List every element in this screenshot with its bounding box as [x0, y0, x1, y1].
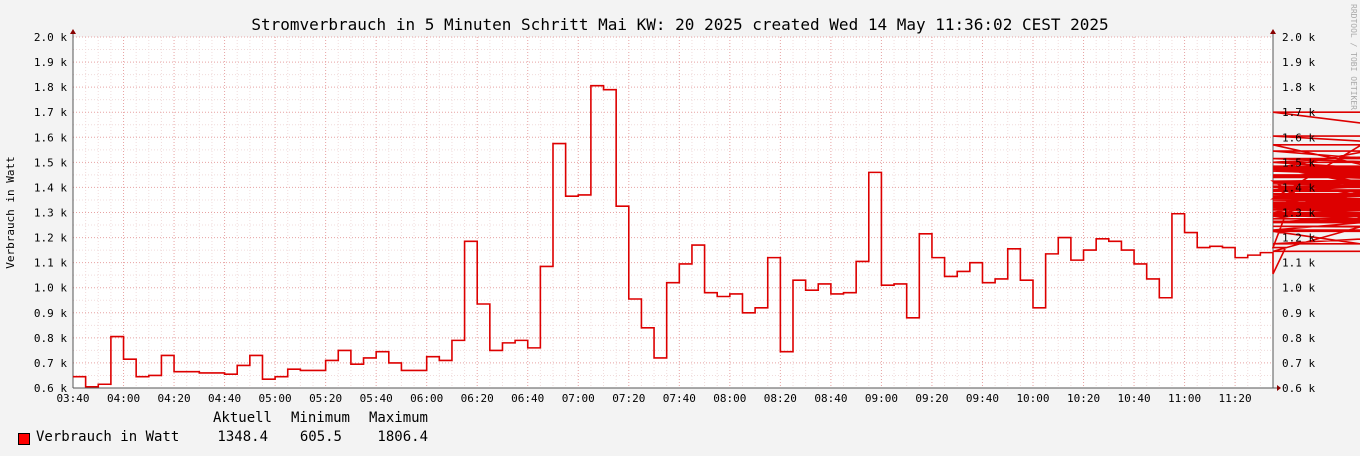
y-axis-title: Verbrauch in Watt — [4, 156, 17, 269]
y-tick-label: 1.5 k — [34, 156, 67, 169]
y-tick-label-right: 1.7 k — [1282, 106, 1315, 119]
y-tick-label: 0.7 k — [34, 357, 67, 370]
x-tick-label: 07:00 — [562, 392, 595, 405]
legend-series-label: Verbrauch in Watt — [36, 429, 180, 445]
y-tick-label: 1.0 k — [34, 282, 67, 295]
y-axis-arrow — [70, 29, 76, 34]
x-tick-label: 08:40 — [814, 392, 847, 405]
y-tick-label: 0.6 k — [34, 382, 67, 395]
x-tick-label: 07:20 — [612, 392, 645, 405]
y-tick-label-right: 1.8 k — [1282, 81, 1315, 94]
x-tick-label: 05:40 — [360, 392, 393, 405]
series-line — [73, 84, 1360, 388]
legend-swatch — [18, 433, 30, 445]
x-tick-label: 09:40 — [966, 392, 999, 405]
y-tick-label-right: 0.8 k — [1282, 332, 1315, 345]
x-tick-label: 10:40 — [1117, 392, 1150, 405]
y-tick-label: 1.1 k — [34, 257, 67, 270]
x-tick-label: 11:00 — [1168, 392, 1201, 405]
x-tick-label: 06:20 — [461, 392, 494, 405]
y-tick-label-right: 1.2 k — [1282, 232, 1315, 245]
x-tick-label: 09:00 — [865, 392, 898, 405]
chart-title: Stromverbrauch in 5 Minuten Schritt Mai … — [251, 15, 1109, 34]
y-tick-label: 0.9 k — [34, 307, 67, 320]
legend-header-minimum: Minimum — [290, 410, 350, 426]
y-tick-label-right: 1.6 k — [1282, 131, 1315, 144]
legend-header-maximum: Maximum — [368, 410, 428, 426]
x-tick-label: 11:20 — [1219, 392, 1252, 405]
x-tick-label: 04:40 — [208, 392, 241, 405]
x-tick-label: 05:20 — [309, 392, 342, 405]
y-tick-label: 1.8 k — [34, 81, 67, 94]
x-tick-label: 04:20 — [157, 392, 190, 405]
y-tick-label-right: 1.4 k — [1282, 181, 1315, 194]
legend-aktuell-value: 1348.4 — [217, 429, 268, 445]
y-tick-label: 1.6 k — [34, 131, 67, 144]
x-axis-arrow — [1277, 385, 1281, 391]
y-tick-label-right: 1.3 k — [1282, 207, 1315, 220]
x-tick-label: 08:00 — [713, 392, 746, 405]
y-tick-label-right: 2.0 k — [1282, 31, 1315, 44]
y-tick-label: 1.2 k — [34, 232, 67, 245]
y-tick-label: 1.4 k — [34, 181, 67, 194]
x-tick-label: 09:20 — [915, 392, 948, 405]
y-tick-label-right: 1.0 k — [1282, 282, 1315, 295]
y-tick-label-right: 1.1 k — [1282, 257, 1315, 270]
y-tick-label: 0.8 k — [34, 332, 67, 345]
x-tick-label: 10:20 — [1067, 392, 1100, 405]
series — [73, 84, 1360, 388]
y-tick-label-right: 1.5 k — [1282, 156, 1315, 169]
rrdtool-watermark: RRDTOOL / TOBI OETIKER — [1349, 4, 1358, 110]
x-tick-label: 07:40 — [663, 392, 696, 405]
x-tick-label: 06:40 — [511, 392, 544, 405]
legend-header-aktuell: Aktuell — [212, 410, 272, 426]
x-tick-label: 04:00 — [107, 392, 140, 405]
y-tick-label-right: 0.9 k — [1282, 307, 1315, 320]
y-tick-label: 1.9 k — [34, 56, 67, 69]
x-tick-label: 05:00 — [259, 392, 292, 405]
y-tick-label-right: 0.6 k — [1282, 382, 1315, 395]
tick-labels: 0.6 k 0.6 k 0.7 k 0.7 k 0.8 k 0.8 k 0.9 k 0.9 k… — [4, 31, 1315, 405]
y-tick-label: 1.7 k — [34, 106, 67, 119]
x-tick-label: 03:40 — [56, 392, 89, 405]
legend-minimum-value: 605.5 — [299, 429, 342, 445]
y-tick-label: 1.3 k — [34, 207, 67, 220]
y-tick-label-right: 0.7 k — [1282, 357, 1315, 370]
legend-maximum-value: 1806.4 — [377, 429, 428, 445]
x-tick-label: 08:20 — [764, 392, 797, 405]
y-axis-right-arrow — [1270, 29, 1276, 34]
x-tick-label: 10:00 — [1016, 392, 1049, 405]
x-tick-label: 06:00 — [410, 392, 443, 405]
y-tick-label-right: 1.9 k — [1282, 56, 1315, 69]
y-tick-label: 2.0 k — [34, 31, 67, 44]
